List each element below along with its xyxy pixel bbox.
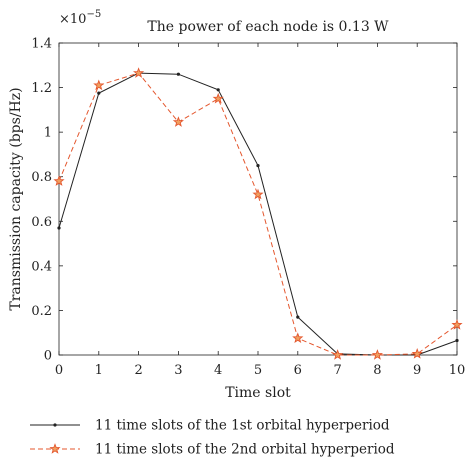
data-point [455, 338, 459, 343]
legend-label: 11 time slots of the 1st orbital hyperpe… [95, 418, 390, 434]
data-point [411, 348, 423, 359]
data-point [296, 315, 300, 319]
x-tick-label: 10 [449, 363, 466, 378]
x-tick-label: 2 [134, 363, 142, 378]
y-tick-label: 1.4 [31, 37, 52, 52]
data-point [176, 72, 180, 76]
chart-title: The power of each node is 0.13 W [147, 19, 389, 35]
data-point [53, 175, 65, 186]
exponent-base: ×10 [59, 12, 86, 27]
data-point [93, 79, 105, 91]
data-point [172, 116, 184, 127]
x-tick-label: 7 [333, 363, 341, 378]
data-point [133, 67, 145, 78]
x-tick-label: 1 [95, 363, 103, 378]
series-layer [53, 67, 463, 360]
x-axis-label: Time slot [225, 385, 291, 401]
legend: 11 time slots of the 1st orbital hyperpe… [30, 418, 395, 458]
y-tick-label: 0 [44, 349, 52, 364]
y-tick-label: 0.6 [31, 215, 52, 230]
x-tick-label: 9 [413, 363, 421, 378]
x-tick-label: 8 [373, 363, 381, 378]
y-tick-label: 1 [44, 126, 52, 141]
y-tick-label: 0.8 [31, 170, 52, 185]
legend-marker [49, 443, 61, 454]
x-tick-label: 5 [254, 363, 262, 378]
data-point [252, 188, 264, 200]
plot-frame [58, 42, 458, 356]
data-point [212, 92, 224, 104]
data-point [97, 91, 101, 95]
legend-label: 11 time slots of the 2nd orbital hyperpe… [95, 442, 395, 458]
data-point [371, 349, 383, 360]
ticks-layer: 0 1 2 3 4 5 6 7 8 9 10 0 0.2 0.4 0.6 0.8 1 1.2 1.4 [31, 37, 465, 379]
exponent-power: −5 [86, 9, 101, 20]
y-tick-label: 1.2 [31, 81, 52, 96]
x-tick-label: 6 [294, 363, 302, 378]
x-tick-label: 3 [174, 363, 182, 378]
data-point [256, 163, 260, 168]
series-2-line [58, 72, 458, 356]
legend-entry-2: 11 time slots of the 2nd orbital hyperpe… [30, 442, 395, 458]
data-point [332, 349, 344, 360]
legend-marker [53, 423, 57, 427]
series-1 [57, 71, 459, 357]
data-point [292, 332, 304, 344]
series-2 [53, 67, 463, 360]
data-point [216, 88, 220, 92]
data-point [451, 319, 463, 330]
x-tick-label: 0 [55, 363, 63, 378]
exponent-label: ×10−5 [59, 9, 101, 27]
series-1-line [58, 72, 458, 356]
data-point [57, 226, 61, 230]
y-tick-label: 0.2 [31, 304, 52, 319]
x-tick-label: 4 [214, 363, 222, 378]
y-tick-label: 0.4 [31, 259, 52, 274]
y-axis-label: Transmission capacity (bps/Hz) [8, 87, 24, 310]
legend-entry-1: 11 time slots of the 1st orbital hyperpe… [30, 418, 390, 434]
